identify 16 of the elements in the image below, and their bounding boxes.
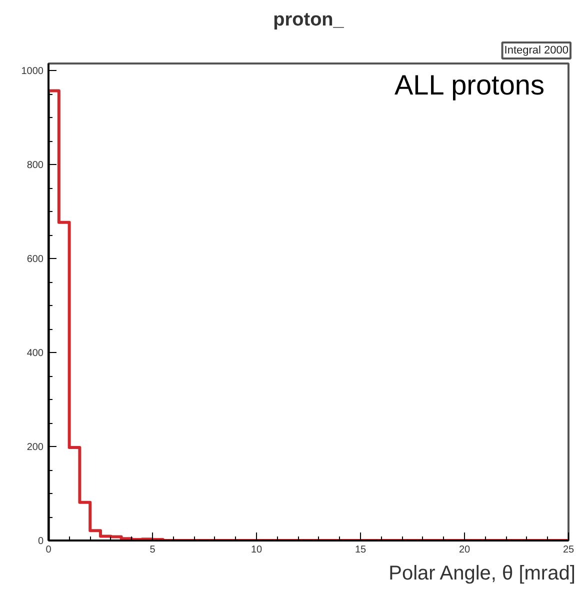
- y-tick-label: 200: [26, 442, 44, 454]
- y-tick-label: 800: [26, 160, 44, 172]
- y-tick-label: 1000: [21, 66, 44, 78]
- text: Integral 2000: [504, 44, 568, 56]
- y-tick-label: 0: [38, 536, 44, 547]
- x-tick-label: 15: [354, 544, 366, 556]
- x-tick-label: 5: [150, 544, 156, 556]
- x-tick-label: 10: [250, 544, 262, 556]
- x-axis-title: Polar Angle, θ [mrad]: [388, 562, 576, 584]
- x-tick-label: 25: [562, 544, 574, 556]
- y-tick-label: 400: [26, 348, 44, 360]
- y-tick-label: 600: [26, 254, 44, 266]
- x-tick-label: 20: [458, 544, 470, 556]
- chart-title: proton_: [273, 10, 344, 30]
- annotation: ALL protons: [394, 70, 544, 100]
- x-tick-label: 0: [46, 544, 52, 556]
